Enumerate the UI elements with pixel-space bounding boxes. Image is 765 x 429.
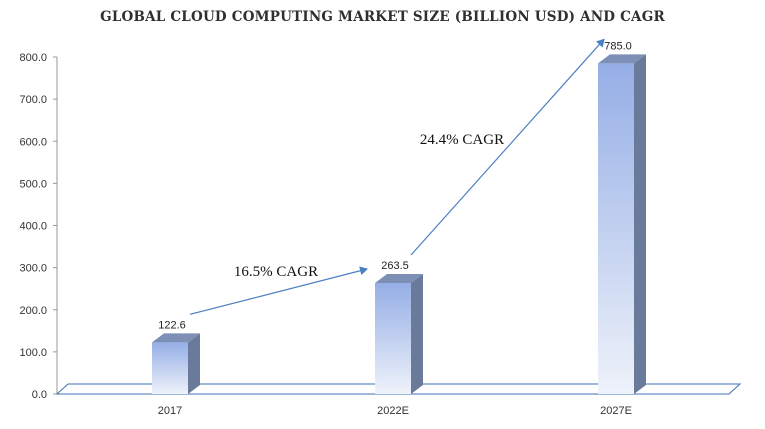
bar-side: [411, 274, 423, 394]
y-tick-label: 500.0: [19, 178, 47, 190]
data-label: 122.6: [158, 319, 186, 331]
bar-2022e: [375, 274, 423, 394]
y-tick-label: 700.0: [19, 94, 47, 106]
bar-cap: [152, 333, 200, 343]
bar-cap: [598, 54, 646, 64]
bar-cap: [375, 274, 423, 284]
bar-2027e: [598, 54, 646, 394]
cagr-arrow: [189, 266, 368, 315]
bar-side: [634, 54, 646, 394]
bar-front: [375, 283, 411, 394]
chart-title: GLOBAL CLOUD COMPUTING MARKET SIZE (BILL…: [100, 9, 665, 25]
bar-front: [598, 63, 634, 394]
data-label: 263.5: [381, 260, 409, 272]
x-tick-label: 2022E: [377, 405, 409, 417]
y-tick-label: 800.0: [19, 52, 47, 64]
data-label: 785.0: [604, 40, 632, 52]
x-tick-label: 2017: [158, 405, 182, 417]
cagr-arrow: [410, 38, 605, 256]
y-tick-label: 100.0: [19, 347, 47, 359]
y-tick-label: 300.0: [19, 263, 47, 275]
y-tick-label: 0.0: [32, 389, 47, 401]
y-tick-label: 600.0: [19, 136, 47, 148]
cagr-label: 16.5% CAGR: [234, 264, 318, 280]
x-tick-label: 2027E: [600, 405, 632, 417]
bar-side: [188, 333, 200, 394]
cagr-label: 24.4% CAGR: [420, 132, 504, 148]
y-tick-label: 400.0: [19, 221, 47, 233]
bar-2017: [152, 333, 200, 394]
chart-floor: [55, 383, 742, 395]
y-tick-label: 200.0: [19, 305, 47, 317]
bar-front: [152, 342, 188, 394]
